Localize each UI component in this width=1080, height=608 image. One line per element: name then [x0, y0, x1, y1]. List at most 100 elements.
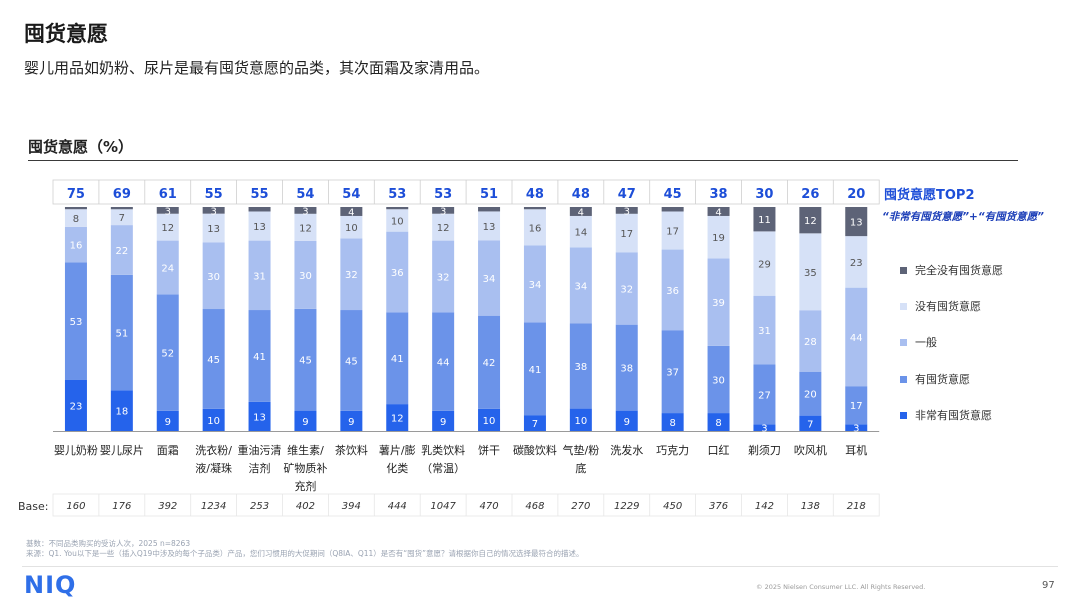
- data-label: 4: [578, 207, 584, 218]
- bar-segment: [478, 207, 501, 212]
- bar-segment: [478, 240, 501, 316]
- bar-segment: [64, 262, 87, 380]
- data-label: 12: [804, 216, 817, 227]
- data-label: 17: [620, 229, 633, 240]
- category-label: 洗衣粉/: [195, 443, 232, 457]
- bar-segment: [248, 211, 271, 241]
- bar-segment: [432, 207, 455, 214]
- data-label: 7: [532, 419, 538, 430]
- data-label: 4: [715, 207, 721, 218]
- data-label: 9: [165, 417, 171, 428]
- category-label: 婴儿尿片: [100, 444, 144, 457]
- bar-segment: [248, 240, 271, 311]
- bar-segment: [386, 209, 409, 232]
- data-label: 9: [440, 417, 446, 428]
- bar-segment: [294, 207, 317, 214]
- data-label: 36: [666, 286, 679, 297]
- data-label: 38: [620, 364, 633, 375]
- legend-swatch: [900, 302, 907, 310]
- top2-value: 61: [159, 187, 177, 202]
- category-label: 吹风机: [794, 443, 827, 457]
- bar-segment: [432, 312, 455, 411]
- data-label: 10: [483, 416, 496, 427]
- copyright: © 2025 Nielsen Consumer LLC. All Rights …: [756, 583, 926, 591]
- base-value: 376: [709, 501, 728, 512]
- base-value: 138: [801, 501, 820, 512]
- data-label: 41: [391, 354, 404, 365]
- data-label: 3: [853, 424, 859, 435]
- top2-value: 47: [618, 187, 636, 202]
- bar-segment: [294, 213, 317, 241]
- legend-label: 有囤货意愿: [915, 373, 970, 386]
- data-label: 10: [207, 416, 220, 427]
- data-label: 22: [115, 246, 128, 257]
- bar-segment: [753, 295, 776, 365]
- base-value: 444: [388, 501, 407, 512]
- category-label: 乳类饮料: [421, 443, 465, 457]
- bar-segment: [432, 240, 455, 313]
- bar-segment: [753, 364, 776, 425]
- data-label: 3: [761, 424, 767, 435]
- data-label: 31: [253, 271, 266, 282]
- data-label: 45: [345, 356, 358, 367]
- top2-value: 26: [801, 187, 819, 202]
- bar-segment: [248, 207, 271, 212]
- data-label: 27: [758, 390, 771, 401]
- bar-segment: [386, 404, 409, 431]
- top2-value: 38: [710, 187, 728, 202]
- data-label: 20: [804, 390, 817, 401]
- data-label: 9: [302, 417, 308, 428]
- top2-value: 30: [755, 187, 773, 202]
- base-value: 218: [847, 501, 866, 512]
- data-label: 3: [624, 206, 630, 217]
- category-label: 耳机: [845, 443, 867, 457]
- top2-value: 55: [205, 187, 223, 202]
- data-label: 12: [437, 223, 450, 234]
- legend-swatch: [900, 411, 907, 419]
- category-label: 气垫/粉: [562, 443, 599, 457]
- data-label: 3: [302, 206, 308, 217]
- data-label: 9: [624, 417, 630, 428]
- legend-swatch: [900, 266, 907, 274]
- bar-segment: [615, 207, 638, 214]
- category-label: 底: [575, 461, 586, 475]
- data-label: 3: [210, 206, 216, 217]
- bar-segment: [432, 213, 455, 241]
- category-label: 婴儿奶粉: [54, 443, 98, 457]
- bar-segment: [386, 231, 409, 313]
- legend-swatch: [900, 375, 907, 383]
- top2-legend-title: 囤货意愿TOP2: [884, 188, 975, 203]
- bar-segment: [707, 345, 730, 414]
- category-label: 饼干: [478, 443, 500, 457]
- bar-segment: [523, 207, 546, 210]
- base-value: 468: [525, 501, 544, 512]
- bar-segment: [340, 310, 363, 411]
- base-value: 1229: [614, 501, 639, 512]
- bar-segment: [64, 226, 87, 263]
- category-label: 洗发水: [610, 443, 643, 457]
- legend-item-very-willing: 非常有囤货意愿: [900, 407, 992, 423]
- base-value: 450: [663, 501, 682, 512]
- data-label: 32: [437, 272, 450, 283]
- legend-item-neutral: 一般: [900, 334, 937, 350]
- data-label: 44: [850, 333, 863, 344]
- top2-value: 53: [388, 187, 406, 202]
- data-label: 30: [712, 375, 725, 386]
- bar-segment: [110, 207, 133, 210]
- data-label: 23: [850, 258, 863, 269]
- bar-segment: [661, 249, 684, 331]
- category-label: 矿物质补: [283, 461, 327, 475]
- data-label: 4: [348, 207, 354, 218]
- bar-segment: [386, 207, 409, 210]
- data-label: 13: [253, 222, 266, 233]
- base-value: 392: [158, 501, 177, 512]
- category-label: 化类: [386, 461, 408, 475]
- bar-segment: [110, 225, 133, 275]
- top2-value: 75: [67, 187, 85, 202]
- top2-value: 54: [296, 187, 314, 202]
- base-value: 470: [480, 501, 499, 512]
- bar-segment: [799, 371, 822, 416]
- top2-value: 69: [113, 187, 131, 202]
- bar-segment: [799, 233, 822, 311]
- base-value: 1234: [201, 501, 226, 512]
